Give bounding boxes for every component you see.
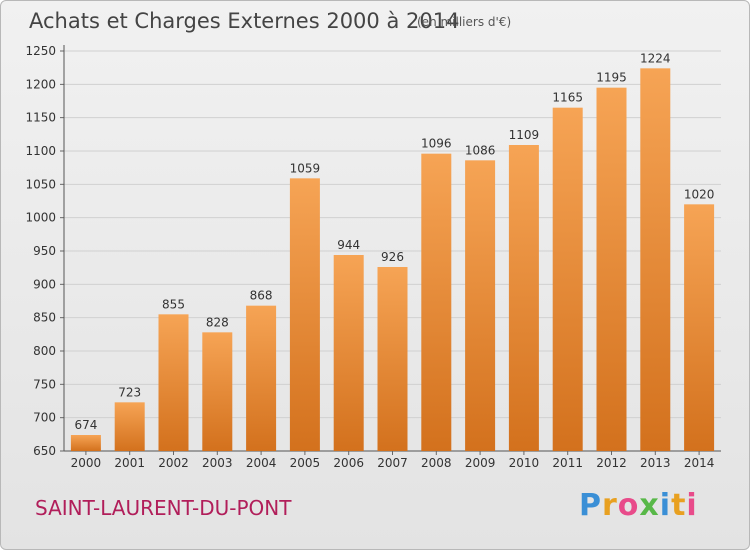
bar-value-label: 868 (250, 289, 273, 303)
bar-2002 (158, 314, 189, 451)
bar-value-label: 944 (337, 238, 360, 252)
bar-2013 (640, 68, 671, 451)
y-tick-label: 1050 (25, 177, 56, 191)
bar-value-label: 1086 (465, 143, 496, 157)
commune-name: SAINT-LAURENT-DU-PONT (35, 496, 292, 520)
bar-value-label: 674 (74, 418, 97, 432)
x-tick-label: 2014 (684, 456, 715, 470)
bar-2004 (246, 305, 277, 451)
y-tick-label: 1250 (25, 44, 56, 58)
x-tick-label: 2004 (246, 456, 277, 470)
x-tick-label: 2011 (552, 456, 583, 470)
bar-2001 (114, 402, 145, 451)
bar-2003 (202, 332, 233, 451)
bar-2006 (333, 255, 364, 451)
y-tick-label: 1000 (25, 211, 56, 225)
y-tick-label: 900 (33, 277, 56, 291)
x-tick-label: 2007 (377, 456, 408, 470)
bar-2008 (421, 153, 452, 451)
x-tick-label: 2008 (421, 456, 452, 470)
bar-value-label: 1096 (421, 137, 452, 151)
x-tick-label: 2005 (290, 456, 321, 470)
x-tick-label: 2000 (71, 456, 102, 470)
x-tick-label: 2013 (640, 456, 671, 470)
x-tick-label: 2006 (333, 456, 364, 470)
bar-2000 (70, 435, 101, 451)
bar-2012 (596, 87, 627, 452)
bar-value-label: 926 (381, 250, 404, 264)
bar-value-label: 1020 (684, 187, 715, 201)
x-tick-label: 2009 (465, 456, 496, 470)
bar-2014 (684, 204, 715, 451)
y-tick-label: 1200 (25, 77, 56, 91)
y-tick-label: 800 (33, 344, 56, 358)
bar-value-label: 723 (118, 385, 141, 399)
x-tick-label: 2010 (509, 456, 540, 470)
chart-subtitle: (en milliers d'€) (417, 15, 512, 29)
bar-2010 (508, 145, 539, 451)
bar-2007 (377, 267, 408, 451)
bar-layer (70, 68, 715, 452)
x-tick-label: 2003 (202, 456, 233, 470)
bar-2005 (289, 178, 320, 452)
y-tick-label: 850 (33, 311, 56, 325)
bar-value-label: 1109 (509, 128, 540, 142)
bar-value-label: 1224 (640, 51, 671, 65)
axis-layer: 650 700 750 800 850 900 950 1000 1050 1100 1150 120… (25, 44, 721, 470)
y-tick-label: 950 (33, 244, 56, 258)
bar-2009 (465, 160, 496, 452)
bar-value-label: 855 (162, 297, 185, 311)
bar-value-label: 1195 (596, 71, 627, 85)
bar-value-label: 828 (206, 315, 229, 329)
y-tick-label: 1100 (25, 144, 56, 158)
y-tick-label: 1150 (25, 111, 56, 125)
bar-2011 (552, 107, 583, 452)
y-tick-label: 700 (33, 411, 56, 425)
proxiti-logo[interactable]: Proxiti (579, 488, 698, 523)
x-tick-label: 2001 (114, 456, 145, 470)
x-tick-label: 2012 (596, 456, 627, 470)
y-tick-label: 650 (33, 444, 56, 458)
label-layer: 674 723 855 828 868 1059 944 926 1096 1086 1109 116… (74, 51, 714, 432)
y-tick-label: 750 (33, 377, 56, 391)
bar-value-label: 1165 (552, 91, 583, 105)
bar-value-label: 1059 (290, 161, 321, 175)
x-tick-label: 2002 (158, 456, 189, 470)
chart-title: Achats et Charges Externes 2000 à 2014 (29, 9, 460, 33)
